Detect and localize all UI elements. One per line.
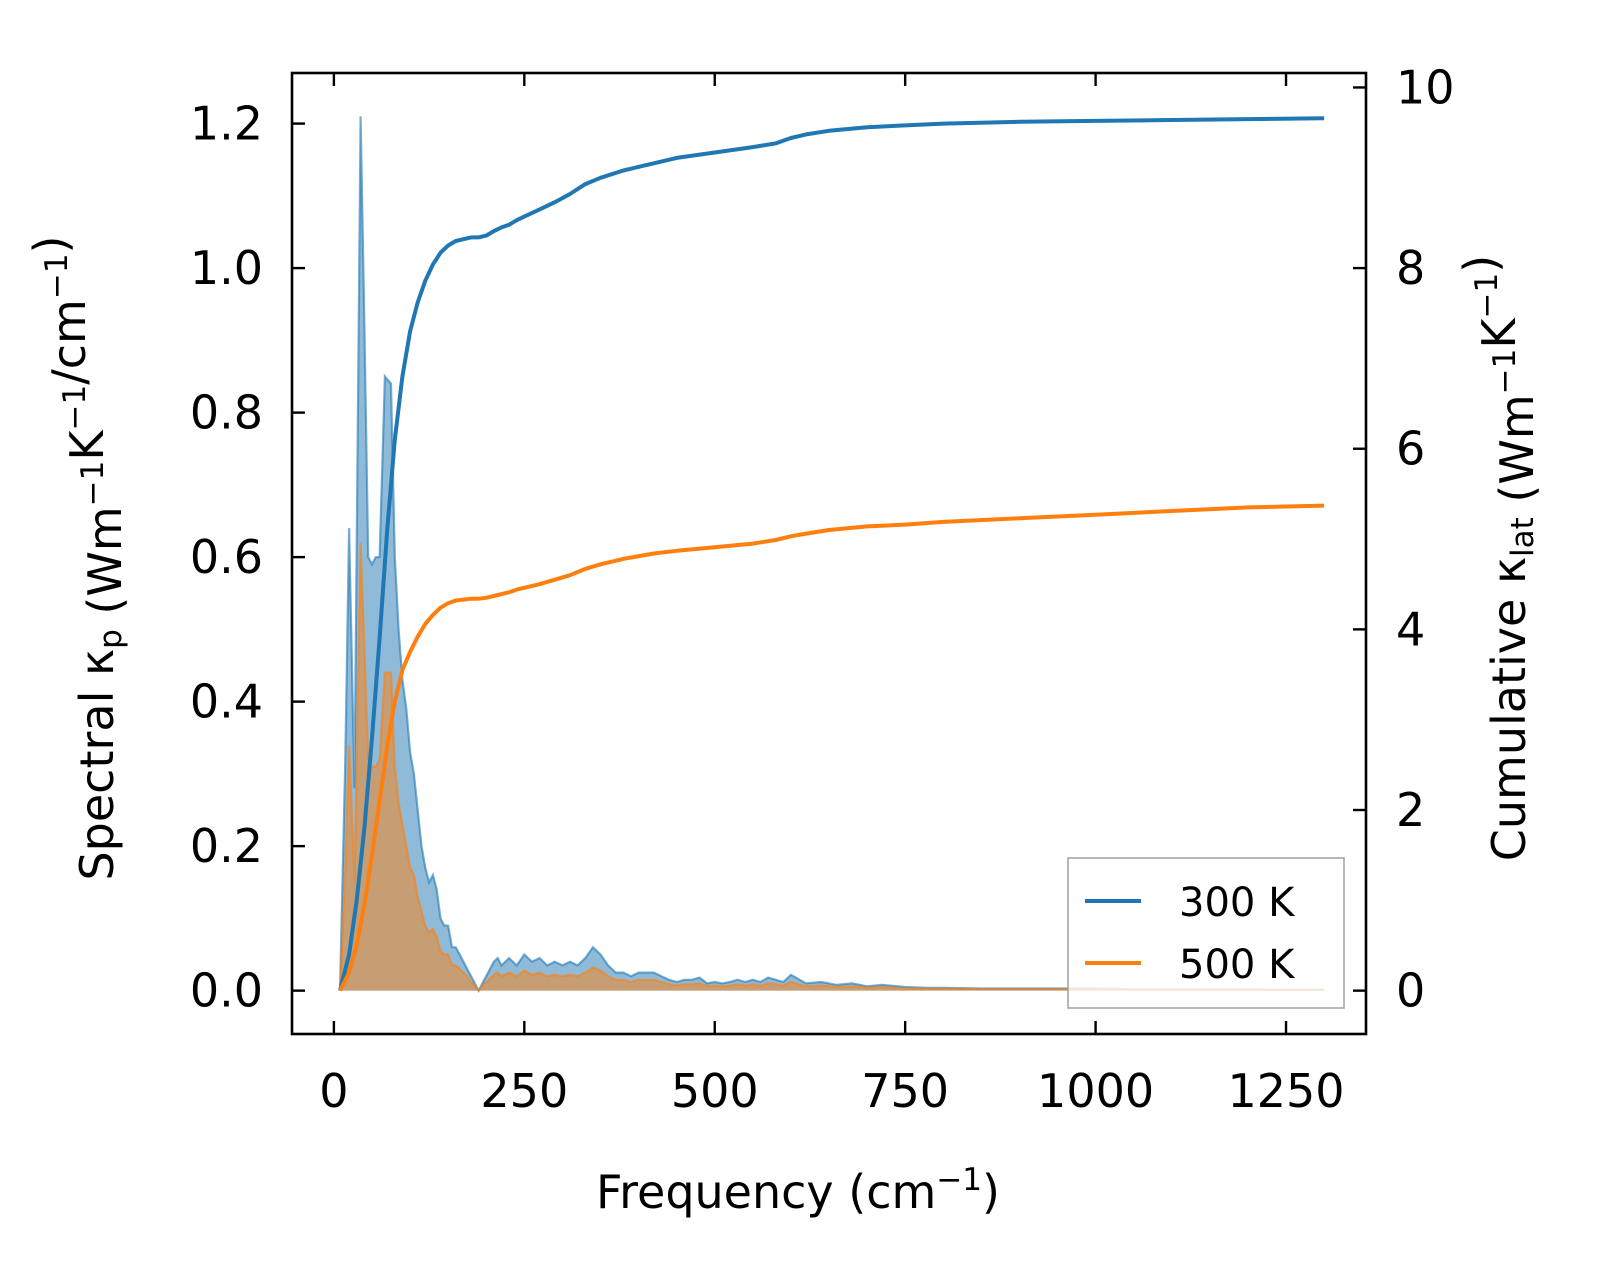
spectral-line-300k xyxy=(338,116,1325,993)
axis-label-subscript: p xyxy=(93,629,129,649)
axis-label-superscript: −1 xyxy=(39,253,75,299)
axis-label-text: K xyxy=(1472,317,1526,349)
right-y-tick-label: 0 xyxy=(1396,964,1425,1018)
left-y-tick-label: 1.2 xyxy=(190,97,263,151)
right-y-tick-label: 4 xyxy=(1396,602,1425,656)
axis-label-text: /cm xyxy=(42,299,96,385)
spectral-line-500k xyxy=(338,542,1325,993)
axis-label-superscript: −1 xyxy=(1469,273,1505,319)
x-tick-label: 1250 xyxy=(1227,1064,1344,1118)
x-tick-label: 0 xyxy=(319,1064,348,1118)
x-tick-label: 250 xyxy=(480,1064,568,1118)
left-y-axis: 0.0 0.2 0.4 0.6 0.8 1.0 1.2 xyxy=(190,97,305,1018)
legend: 300 K 500 K xyxy=(1067,857,1345,1009)
cumulative-line-300k xyxy=(338,116,1325,992)
x-axis-label: Frequency (cm−1) xyxy=(596,1162,1000,1219)
left-y-tick-label: 0.2 xyxy=(190,819,263,873)
x-axis-label-superscript: −1 xyxy=(936,1162,982,1198)
left-y-tick-label: 1.0 xyxy=(190,241,263,295)
left-y-tick-label: 0.8 xyxy=(190,386,263,440)
axis-label-text: (Wm xyxy=(1490,394,1544,517)
axis-label-text: ) xyxy=(1454,255,1508,273)
plot-frame xyxy=(290,71,1368,1036)
right-y-tick-label: 2 xyxy=(1396,783,1425,837)
axis-label-text: Spectral κ xyxy=(70,649,124,881)
axis-label-superscript: −1 xyxy=(57,385,93,431)
right-y-tick-label: 8 xyxy=(1396,241,1425,295)
right-y-axis: 0 2 4 6 8 10 xyxy=(1353,60,1455,1018)
cumulative-line-500k xyxy=(338,503,1325,992)
right-y-axis-label: Cumulative κlat (Wm−1K−1) xyxy=(1454,255,1544,861)
x-axis-label-end: ) xyxy=(982,1165,1000,1219)
axis-label-text: ) xyxy=(24,235,78,253)
left-y-tick-label: 0.0 xyxy=(190,964,263,1018)
left-y-axis-label: Spectral κp (Wm−1K−1/cm−1) xyxy=(24,235,132,880)
x-axis-label-text: Frequency (cm xyxy=(596,1165,936,1219)
line-layer xyxy=(338,116,1325,992)
legend-box xyxy=(1067,857,1345,1009)
x-tick-label: 500 xyxy=(671,1064,759,1118)
left-y-tick-label: 0.4 xyxy=(190,675,263,729)
x-tick-label: 1000 xyxy=(1037,1064,1154,1118)
spectral-fill-layer xyxy=(338,116,1325,993)
right-y-tick-label: 10 xyxy=(1396,60,1455,114)
right-y-tick-label: 6 xyxy=(1396,422,1425,476)
axis-label-subscript: lat xyxy=(1505,517,1541,557)
legend-label-300k: 300 K xyxy=(1179,880,1296,926)
x-axis: 0 250 500 750 1000 1250 xyxy=(319,73,1345,1118)
axis-label-superscript: −1 xyxy=(75,461,111,507)
x-tick-label: 750 xyxy=(861,1064,949,1118)
axis-label-text: Cumulative κ xyxy=(1482,557,1536,861)
axis-label-text: (Wm xyxy=(78,506,132,629)
legend-label-500k: 500 K xyxy=(1179,942,1296,988)
axis-label-text: K xyxy=(60,429,114,461)
left-y-tick-label: 0.6 xyxy=(190,530,263,584)
axis-label-superscript: −1 xyxy=(1487,349,1523,395)
